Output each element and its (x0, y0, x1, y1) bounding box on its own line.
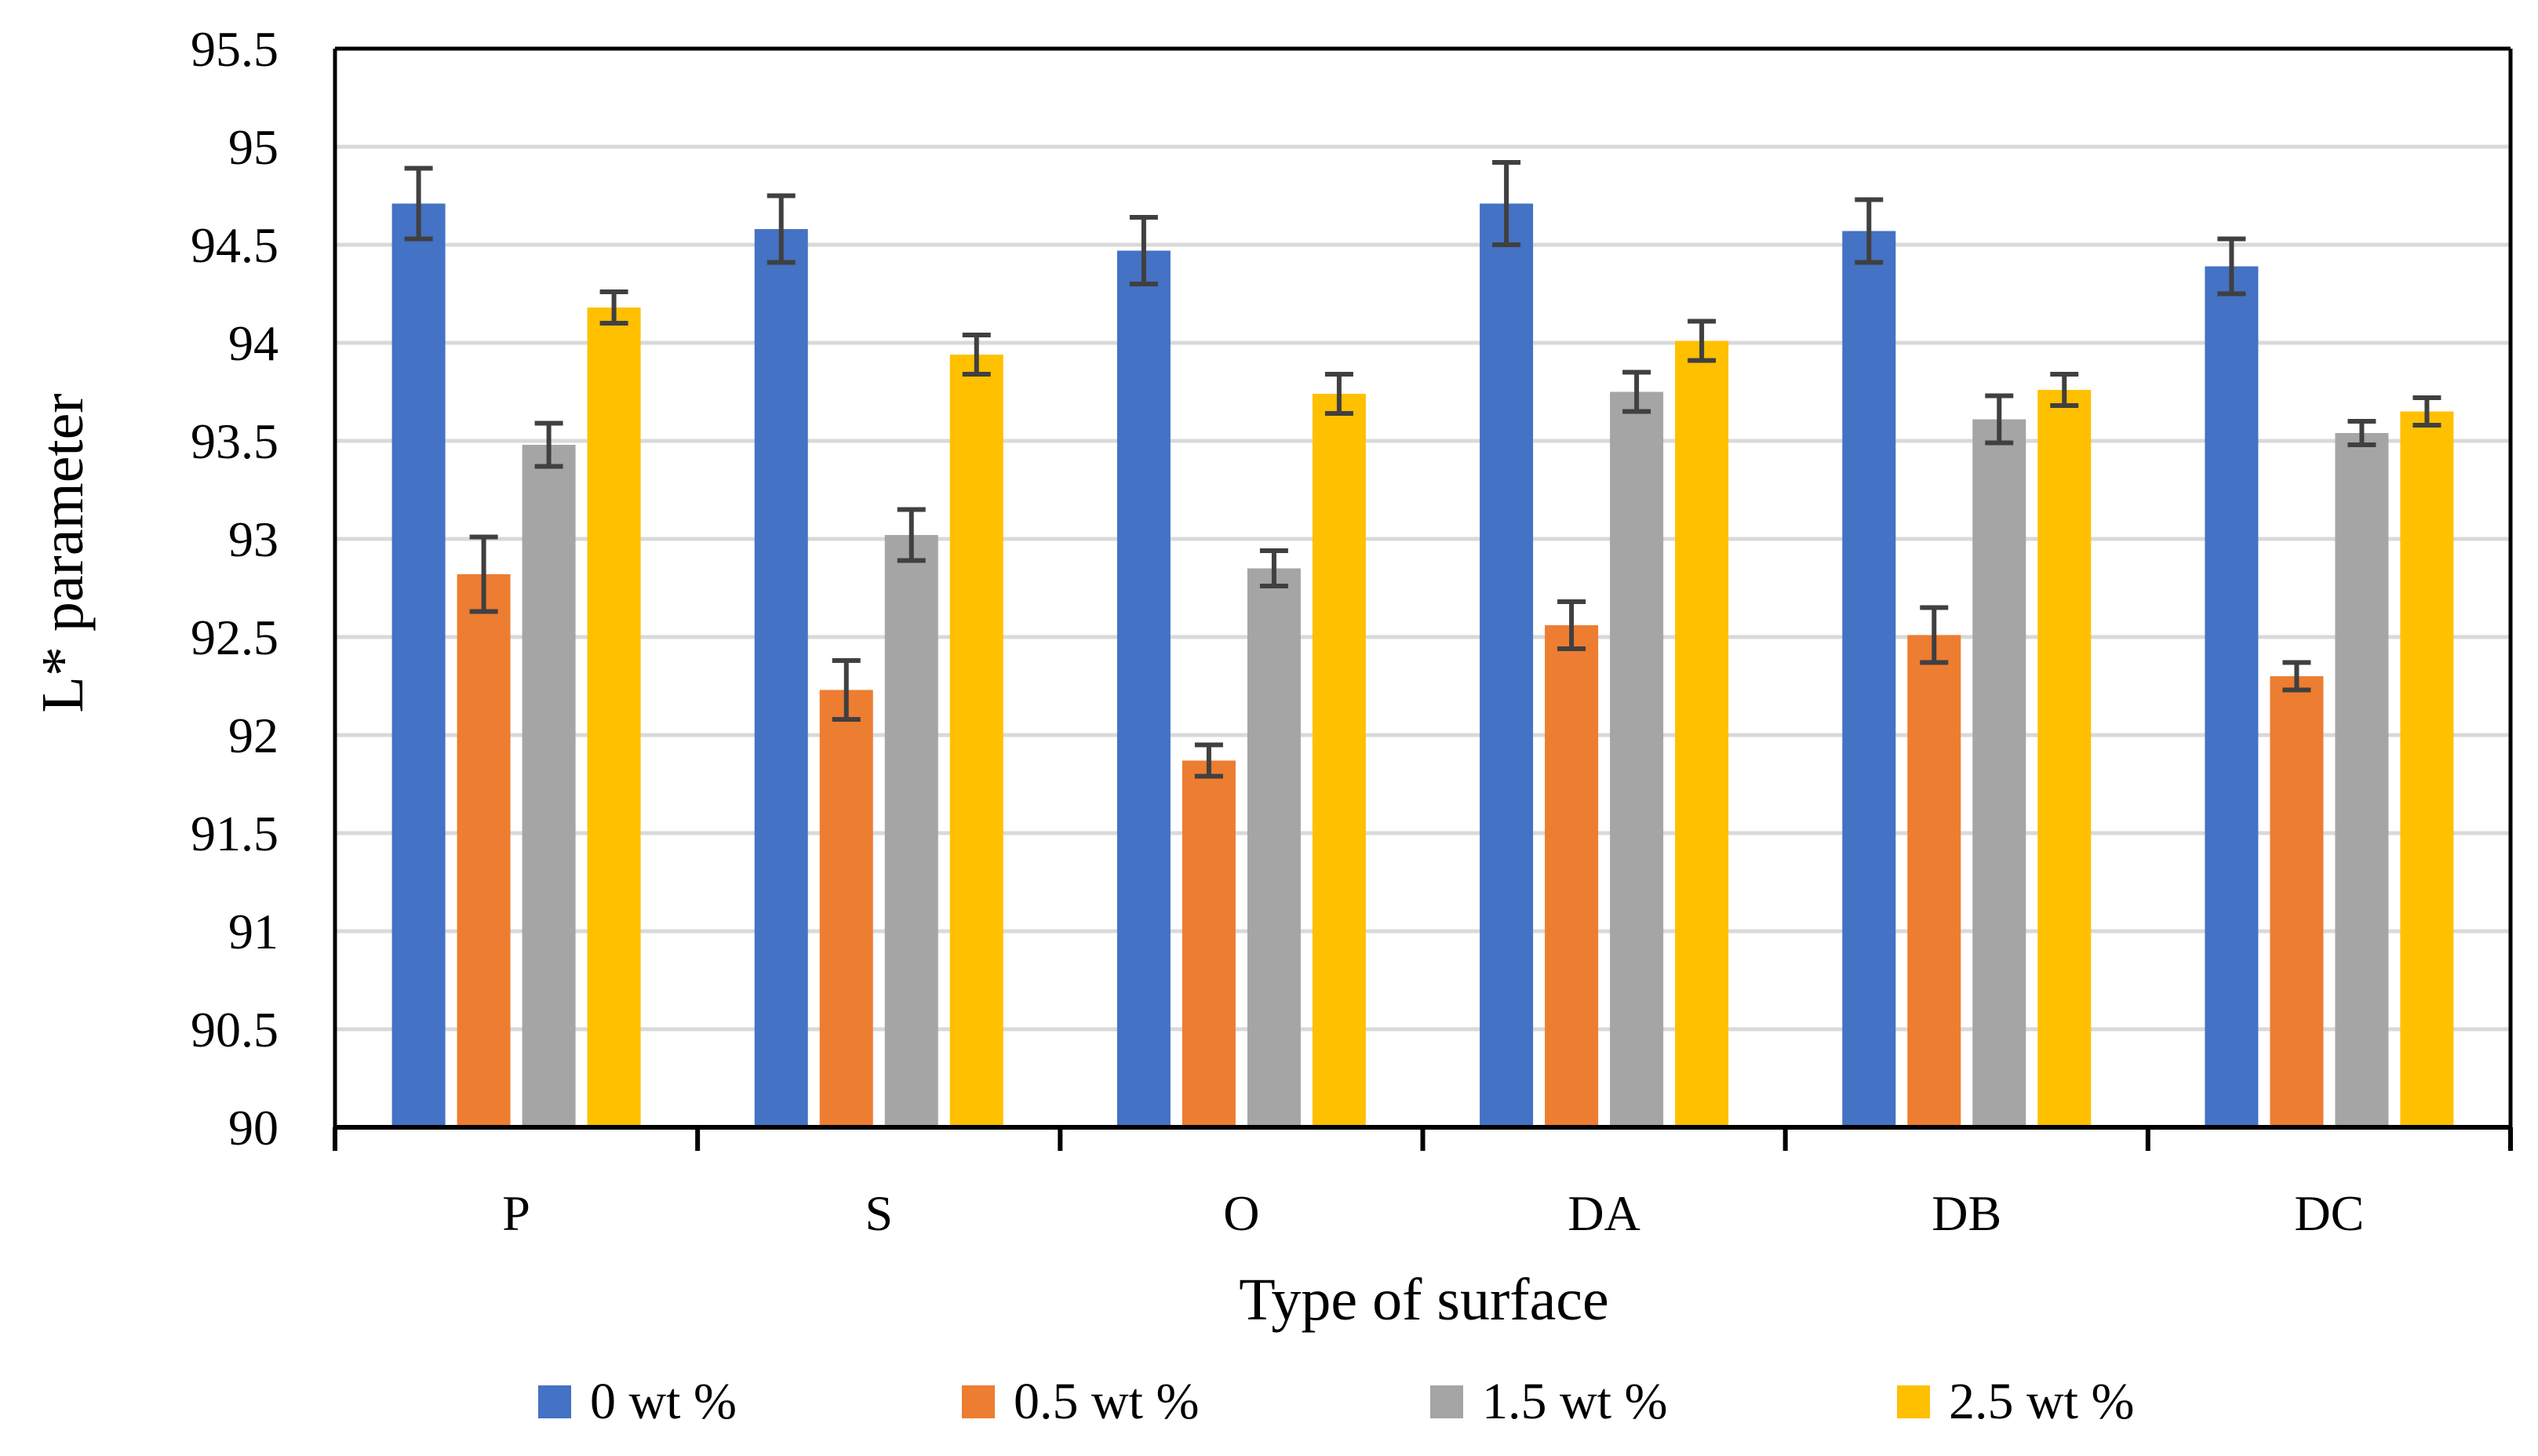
y-tick-label: 95 (228, 119, 279, 175)
bar (2400, 411, 2454, 1127)
bar (949, 355, 1003, 1127)
legend-swatch (1430, 1385, 1463, 1418)
y-tick-label: 93.5 (191, 413, 279, 469)
bar (819, 690, 873, 1127)
y-tick-label: 92 (228, 708, 279, 763)
bar (1610, 391, 1664, 1127)
bar (1480, 203, 1534, 1127)
legend-swatch (1897, 1385, 1930, 1418)
legend-label: 2.5 wt % (1949, 1373, 2134, 1430)
error-bar-group (404, 160, 2442, 779)
bar (1545, 625, 1599, 1127)
x-tick-label: S (865, 1185, 893, 1241)
bar (1116, 250, 1171, 1127)
bar (587, 308, 641, 1127)
bar (1907, 635, 1961, 1127)
bar (2335, 433, 2389, 1127)
bar-series-group (391, 203, 2454, 1127)
y-tick-label: 94.5 (191, 217, 279, 273)
x-tick-label: P (502, 1185, 530, 1241)
bar (1247, 568, 1301, 1127)
bar (1182, 760, 1236, 1127)
bar (884, 535, 938, 1127)
bar (391, 203, 446, 1127)
x-tick-label: DA (1568, 1185, 1640, 1241)
bar (2037, 390, 2092, 1127)
legend-label: 1.5 wt % (1482, 1373, 1667, 1430)
y-tick-label: 94 (228, 315, 279, 371)
legend: 0 wt % 0.5 wt % 1.5 wt % 2.5 wt % (538, 1373, 2134, 1430)
y-tick-label: 93 (228, 511, 279, 567)
bar (1842, 231, 1896, 1127)
y-tick-labels: 90 90.5 91 91.5 92 92.5 93 93.5 94 94.5 95 95.5 (191, 21, 279, 1156)
y-tick-label: 90 (228, 1100, 279, 1156)
x-tick-labels: P S O DA DB DC (502, 1185, 2364, 1241)
y-axis-title: L* parameter (30, 393, 96, 712)
axes (333, 46, 2513, 1151)
y-tick-label: 91.5 (191, 806, 279, 861)
bar (1675, 340, 1729, 1127)
x-axis-title: Type of surface (1239, 1267, 1609, 1333)
legend-label: 0 wt % (590, 1373, 737, 1430)
bar (2270, 676, 2324, 1127)
legend-swatch (538, 1385, 571, 1418)
bar (1312, 394, 1366, 1127)
x-tick-label: DB (1932, 1185, 2001, 1241)
y-tick-label: 90.5 (191, 1002, 279, 1057)
y-tick-label: 92.5 (191, 610, 279, 665)
legend-swatch (962, 1385, 995, 1418)
bar (522, 445, 576, 1127)
x-tick-label: DC (2294, 1185, 2364, 1241)
bar (754, 229, 808, 1127)
x-tick-label: O (1223, 1185, 1259, 1241)
bar (2205, 266, 2259, 1127)
y-tick-label: 95.5 (191, 21, 279, 77)
legend-label: 0.5 wt % (1014, 1373, 1199, 1430)
bar (457, 574, 511, 1127)
y-tick-label: 91 (228, 904, 279, 959)
bar (1972, 419, 2026, 1127)
